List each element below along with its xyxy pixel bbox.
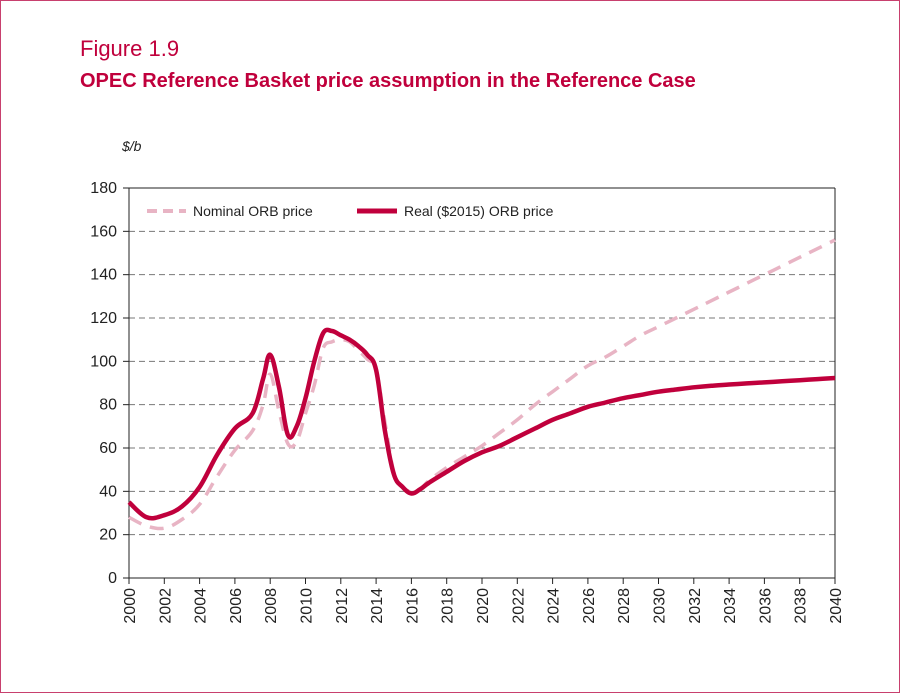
y-tick-label: 160 xyxy=(90,223,117,240)
x-tick-label: 2024 xyxy=(546,588,563,624)
x-tick-label: 2030 xyxy=(652,588,669,624)
gridlines xyxy=(129,187,835,536)
y-tick-label: 140 xyxy=(90,267,117,284)
x-tick-label: 2002 xyxy=(157,588,174,624)
series-lines xyxy=(127,238,836,531)
axes xyxy=(123,187,836,584)
y-axis-unit: $/b xyxy=(122,138,142,154)
figure-label: Figure 1.9 xyxy=(80,36,180,61)
x-tick-label: 2012 xyxy=(334,588,351,624)
x-tick-label: 2006 xyxy=(228,588,245,624)
x-tick-label: 2014 xyxy=(369,588,386,624)
x-tick-label: 2008 xyxy=(263,588,280,624)
y-tick-label: 80 xyxy=(99,397,117,414)
x-tick-label: 2010 xyxy=(299,588,316,624)
legend: Nominal ORB price Real ($2015) ORB price xyxy=(138,198,598,226)
y-tick-label: 120 xyxy=(90,310,117,327)
x-tick-label: 2038 xyxy=(793,588,810,624)
y-tick-label: 60 xyxy=(99,440,117,457)
y-tick-label: 40 xyxy=(99,483,117,500)
series-line-real xyxy=(127,327,836,521)
x-tick-label: 2040 xyxy=(828,588,845,624)
x-tick-label: 2036 xyxy=(757,588,774,624)
x-tick-label: 2028 xyxy=(616,588,633,624)
x-tick-label: 2020 xyxy=(475,588,492,624)
x-tick-label: 2004 xyxy=(193,588,210,624)
y-tick-label: 20 xyxy=(99,527,117,544)
x-tick-label: 2034 xyxy=(722,588,739,624)
x-tick-label: 2018 xyxy=(440,588,457,624)
x-tick-label: 2032 xyxy=(687,588,704,624)
legend-label-real: Real ($2015) ORB price xyxy=(404,203,554,219)
y-tick-label: 180 xyxy=(90,180,117,197)
x-tick-label: 2000 xyxy=(122,588,139,624)
y-tick-label: 100 xyxy=(90,353,117,370)
figure-title: OPEC Reference Basket price assumption i… xyxy=(80,70,696,92)
x-tick-label: 2016 xyxy=(404,588,421,624)
y-tick-label: 0 xyxy=(108,570,117,587)
legend-label-nominal: Nominal ORB price xyxy=(193,203,313,219)
series-line-nominal xyxy=(128,238,836,531)
x-tick-label: 2026 xyxy=(581,588,598,624)
x-tick-label: 2022 xyxy=(510,588,527,624)
